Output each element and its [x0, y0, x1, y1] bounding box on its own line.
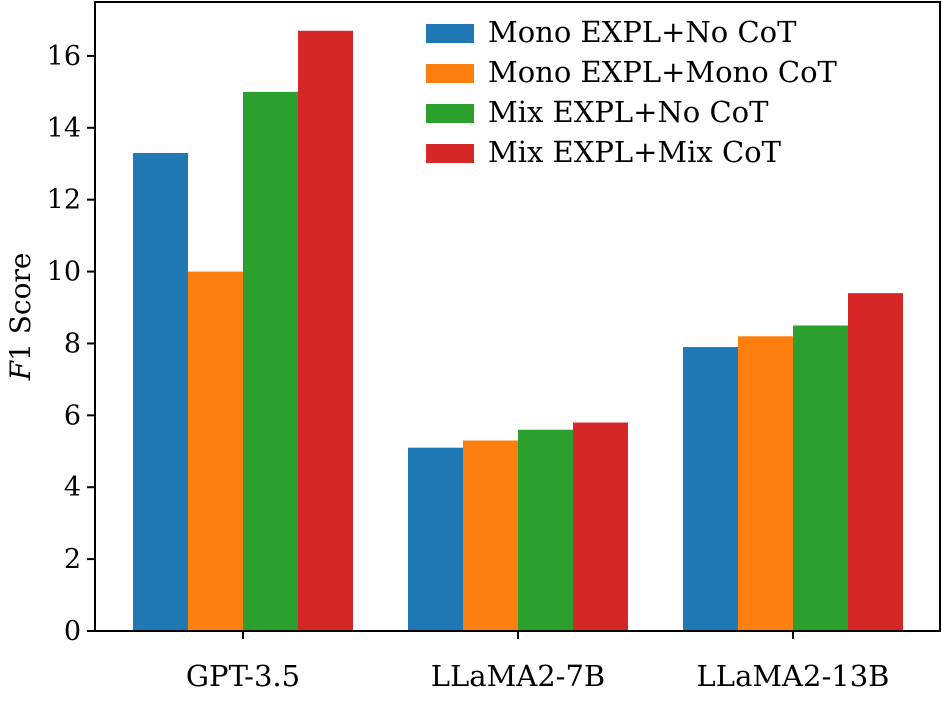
y-tick-label: 12 [47, 185, 81, 216]
bar-3-llama2-13b [793, 325, 848, 631]
y-axis-label-italic: F [4, 359, 37, 381]
bar-4-llama2-7b [573, 422, 628, 631]
bar-1-llama2-7b [408, 447, 463, 631]
legend: Mono EXPL+No CoT Mono EXPL+Mono CoT Mix EX… [426, 15, 838, 169]
x-tick-label: GPT-3.5 [186, 659, 300, 693]
legend-swatch-4 [426, 144, 474, 163]
bar-1-gpt-3-5 [133, 152, 188, 631]
bar-1-llama2-13b [683, 347, 738, 631]
bar-2-llama2-7b [463, 440, 518, 631]
bar-3-llama2-7b [518, 429, 573, 631]
bar-4-llama2-13b [848, 293, 903, 631]
ticks-layer: 0 2 4 6 8 10 12 14 16 GPT-3.5 LLaMA2-7B LLaMA2-13B [47, 41, 890, 693]
y-tick-label: 6 [64, 400, 81, 431]
legend-label-4: Mix EXPL+Mix CoT [488, 135, 782, 169]
legend-swatch-3 [426, 104, 474, 123]
y-tick-label: 4 [64, 472, 81, 503]
bar-4-gpt-3-5 [298, 30, 353, 632]
y-tick-label: 14 [47, 113, 81, 144]
legend-swatch-2 [426, 64, 474, 83]
y-tick-label: 10 [47, 257, 81, 288]
bar-2-gpt-3-5 [188, 271, 243, 631]
legend-swatch-1 [426, 24, 474, 43]
legend-label-2: Mono EXPL+Mono CoT [488, 55, 838, 89]
bars-layer [133, 30, 903, 632]
y-tick-label: 8 [64, 328, 81, 359]
y-axis-label-rest: 1 Score [4, 253, 37, 361]
bar-2-llama2-13b [738, 336, 793, 631]
bar-3-gpt-3-5 [243, 91, 298, 632]
x-tick-label: LLaMA2-7B [431, 659, 605, 693]
y-tick-label: 16 [47, 41, 81, 72]
legend-label-3: Mix EXPL+No CoT [488, 95, 769, 129]
y-axis-label: F1 Score [4, 253, 37, 382]
y-tick-label: 2 [64, 544, 81, 575]
y-tick-label: 0 [64, 616, 81, 647]
legend-label-1: Mono EXPL+No CoT [488, 15, 797, 49]
x-tick-label: LLaMA2-13B [697, 659, 890, 693]
